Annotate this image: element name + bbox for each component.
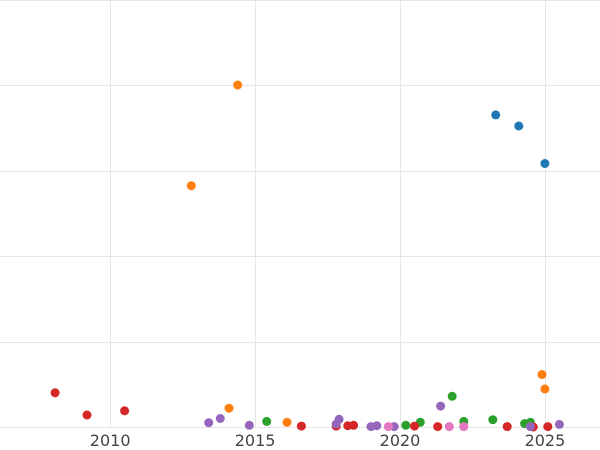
data-point-series-4: [349, 420, 359, 430]
data-point-series-1: [491, 110, 501, 120]
x-tick-label: 2010: [90, 431, 131, 450]
data-point-series-1: [540, 159, 550, 168]
x-gridlines: [110, 0, 546, 427]
x-axis-ticks: 2010 2015 2020 2025: [90, 431, 566, 450]
data-point-series-4: [50, 388, 60, 398]
data-point-series-5: [331, 419, 341, 429]
data-point-series-5: [436, 401, 446, 411]
data-point-series-5: [372, 421, 382, 431]
data-point-series-5: [204, 418, 214, 428]
data-point-series-3: [488, 415, 498, 425]
data-point-series-5: [525, 422, 535, 432]
data-point-series-3: [447, 391, 457, 401]
data-point-series-4: [502, 422, 512, 432]
data-point-series-1: [514, 121, 524, 131]
data-point-series-5: [244, 420, 254, 430]
data-point-series-4: [120, 406, 130, 416]
x-tick-label: 2020: [380, 431, 421, 450]
data-point-series-2: [537, 370, 547, 379]
data-point-series-4: [433, 422, 443, 432]
data-point-series-6: [444, 422, 454, 432]
data-point-series-2: [224, 403, 234, 413]
data-point-series-4: [82, 410, 92, 420]
data-point-series-6: [383, 422, 393, 432]
data-point-series-2: [233, 80, 243, 90]
data-point-series-4: [410, 421, 419, 431]
y-gridlines: [0, 0, 600, 428]
x-tick-label: 2015: [235, 431, 276, 450]
data-point-series-2: [186, 181, 196, 191]
data-point-series-6: [459, 422, 469, 432]
data-point-series-3: [262, 416, 272, 426]
data-point-series-2: [282, 417, 292, 427]
data-point-series-4: [543, 422, 553, 432]
data-point-series-4: [296, 421, 306, 431]
x-tick-label: 2025: [525, 431, 566, 450]
data-points: [50, 80, 564, 432]
data-point-series-2: [540, 384, 550, 394]
data-point-series-5: [215, 414, 225, 423]
data-point-series-5: [554, 419, 564, 429]
data-point-series-3: [401, 420, 411, 430]
